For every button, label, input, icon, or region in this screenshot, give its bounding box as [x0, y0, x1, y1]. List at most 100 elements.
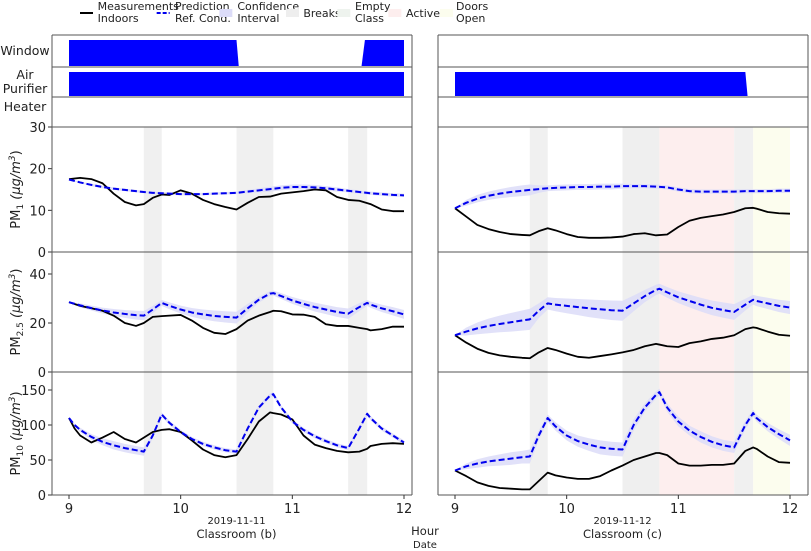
y-tick-label: 100	[21, 419, 46, 434]
pollutant-row-pm10	[438, 371, 808, 495]
shade-breaks	[734, 252, 754, 372]
shade-breaks	[348, 127, 368, 252]
legend-label-line: Confidence	[237, 0, 299, 13]
y-axis-label-pm25: PM2.5 (µg/m3)	[8, 269, 26, 356]
y-tick-label: 0	[38, 246, 46, 261]
state-row-air-purifier	[52, 66, 412, 96]
legend-label: Active	[406, 7, 440, 20]
ylabel-close: )	[9, 391, 24, 396]
measured-line	[68, 301, 404, 335]
y-tick-label: 0	[38, 489, 46, 504]
row-labels: Window Air Purifier Heater PM1 (µg/m3) PM2.5 …	[0, 43, 49, 476]
predicted-line	[68, 178, 405, 197]
y-tick-label: 40	[29, 268, 46, 283]
legend-label-line: Open	[456, 12, 485, 25]
predicted-line	[68, 393, 405, 453]
state-row-air-purifier	[438, 66, 808, 96]
legend-label: Doors Open	[456, 0, 488, 25]
predicted-line	[454, 391, 791, 472]
legend-label: Confidence Interval	[237, 0, 299, 25]
y-tick-label: 150	[21, 384, 46, 399]
pollutant-row-pm25	[438, 251, 808, 372]
pollutant-row-pm1: 0 10 20 30	[29, 121, 412, 261]
legend-label-line: Indoors	[98, 12, 139, 25]
y-tick-label: 20	[29, 317, 46, 332]
row-label-air-purifier: Air Purifier	[3, 67, 48, 96]
x-tick-label: 12	[396, 502, 413, 517]
legend-item-measurements: Measurements Indoors	[80, 0, 179, 25]
ylabel-base: PM	[9, 456, 24, 475]
legend-item-prediction: Prediction Ref. Cond.	[156, 0, 231, 25]
confidence-band	[69, 392, 404, 456]
ylabel-base: PM	[9, 336, 24, 355]
ylabel-superscript: 3	[8, 155, 18, 161]
confidence-band	[455, 388, 790, 471]
x-axis-label: Hour	[411, 524, 439, 538]
state-on-fill	[361, 40, 404, 66]
y-axis-label-pm1: PM1 (µg/m3)	[8, 150, 26, 228]
panel-date: 2019-11-12	[593, 516, 651, 527]
shade-breaks	[622, 127, 660, 252]
x-tick-label: 10	[172, 502, 189, 517]
ylabel-subscript: 10	[16, 445, 26, 457]
x-tick-label: 11	[670, 502, 687, 517]
row-label-line: Purifier	[3, 81, 48, 96]
legend-label: Breaks	[303, 7, 341, 20]
pollutant-row-pm10: 0 50 100 150	[21, 371, 412, 504]
legend-item-breaks: Breaks	[286, 7, 341, 20]
state-on-fill	[455, 72, 748, 96]
legend-item-ci: Confidence Interval	[219, 0, 299, 25]
legend-symbol-patch	[388, 9, 402, 17]
predicted-line	[454, 185, 790, 210]
ylabel-unit: (µg/m	[9, 402, 24, 445]
legend-item-doors: Doors Open	[440, 0, 488, 25]
ylabel-subscript: 2.5	[16, 322, 26, 336]
state-on-fill	[69, 72, 404, 96]
legend-label-line: Breaks	[303, 7, 341, 20]
legend-label-line: Prediction	[175, 0, 230, 13]
shade-breaks	[236, 372, 274, 495]
shade-breaks	[143, 127, 162, 252]
x-axis-label-date: Date	[413, 540, 437, 551]
legend-symbol-patch	[440, 9, 453, 17]
legend-label-line: Ref. Cond.	[175, 12, 231, 25]
legend-label-line: Empty	[355, 0, 391, 13]
predicted-line	[68, 292, 405, 319]
x-tick-label: 9	[65, 502, 73, 517]
y-tick-label: 30	[29, 121, 46, 136]
x-tick-label: 12	[782, 502, 799, 517]
legend-label-line: Doors	[456, 0, 488, 13]
legend-symbol-patch	[337, 9, 351, 17]
legend-label: Empty Class	[355, 0, 391, 25]
legend-label-line: Active	[406, 7, 440, 20]
y-axis-label-pm10: PM10 (µg/m3)	[8, 391, 26, 475]
y-tick-label: 0	[38, 366, 46, 381]
legend-symbol-patch	[219, 9, 233, 17]
measured-line	[68, 411, 405, 459]
x-tick-label: 9	[451, 502, 459, 517]
legend-label: Prediction Ref. Cond.	[175, 0, 231, 25]
legend-label-line: Class	[355, 12, 384, 25]
x-tick-label: 10	[558, 502, 575, 517]
legend-symbol-patch	[286, 9, 299, 17]
measured-line	[454, 446, 791, 491]
row-label-line: Heater	[4, 99, 47, 114]
x-tick-label: 11	[284, 502, 301, 517]
row-label-line: Window	[0, 43, 49, 58]
panel-date: 2019-11-11	[207, 516, 265, 527]
legend-label-line: Interval	[237, 12, 279, 25]
state-row-window	[52, 34, 412, 66]
row-label-line: Air	[16, 67, 34, 82]
pollutant-row-pm1	[438, 126, 808, 252]
row-label-heater: Heater	[4, 99, 47, 114]
ylabel-base: PM	[9, 210, 24, 229]
y-tick-label: 20	[29, 163, 46, 178]
ylabel-unit: (µg/m	[9, 161, 24, 204]
legend-label: Measurements Indoors	[98, 0, 180, 25]
legend-item-empty: Empty Class	[337, 0, 391, 25]
ylabel-superscript: 3	[8, 396, 18, 402]
